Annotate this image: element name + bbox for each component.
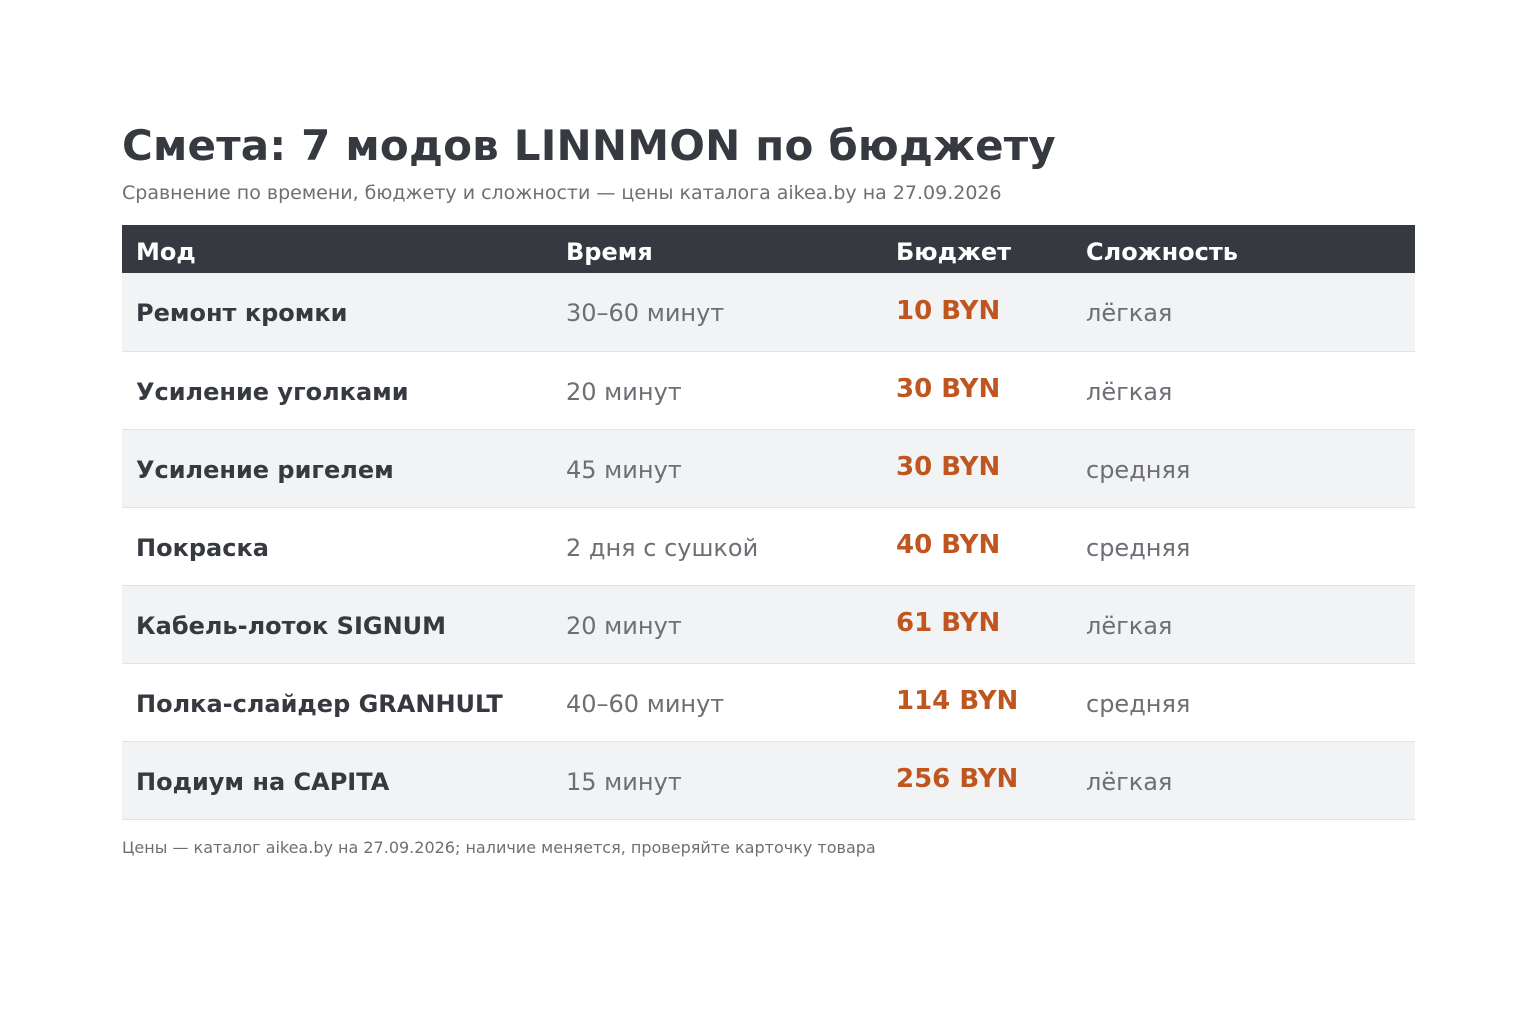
mod-name: Кабель-лоток SIGNUM bbox=[136, 611, 447, 640]
mod-time: 45 минут bbox=[566, 455, 682, 484]
table-row: Кабель-лоток SIGNUM 20 минут 61 BYN лёгк… bbox=[122, 585, 1415, 663]
table-row: Подиум на CAPITA 15 минут 256 BYN лёгкая bbox=[122, 741, 1415, 819]
estimate-card: Смета: 7 модов LINNMON по бюджету Сравне… bbox=[122, 120, 1415, 859]
mod-budget: 30 BYN bbox=[896, 452, 1001, 482]
mod-difficulty: лёгкая bbox=[1086, 767, 1173, 796]
column-header-mod: Мод bbox=[136, 237, 196, 266]
table-row: Ремонт кромки 30–60 минут 10 BYN лёгкая bbox=[122, 273, 1415, 351]
mod-time: 30–60 минут bbox=[566, 299, 725, 328]
mod-budget: 256 BYN bbox=[896, 764, 1019, 794]
mod-time: 20 минут bbox=[566, 377, 682, 406]
mods-table: Мод Время Бюджет Сложность Ремонт кромки… bbox=[122, 225, 1415, 820]
mod-time: 2 дня с сушкой bbox=[566, 533, 759, 562]
mod-budget: 40 BYN bbox=[896, 530, 1001, 560]
mod-name: Покраска bbox=[136, 533, 269, 562]
price-footnote: Цены — каталог aikea.by на 27.09.2026; н… bbox=[122, 837, 876, 857]
mod-name: Ремонт кромки bbox=[136, 299, 348, 328]
mod-name: Усиление уголками bbox=[136, 377, 409, 406]
table-row: Усиление уголками 20 минут 30 BYN лёгкая bbox=[122, 351, 1415, 429]
column-header-time: Время bbox=[566, 237, 653, 266]
mod-difficulty: лёгкая bbox=[1086, 299, 1173, 328]
mod-time: 20 минут bbox=[566, 611, 682, 640]
column-header-difficulty: Сложность bbox=[1086, 237, 1238, 266]
mod-difficulty: лёгкая bbox=[1086, 611, 1173, 640]
mod-name: Усиление ригелем bbox=[136, 455, 394, 484]
column-header-budget: Бюджет bbox=[896, 237, 1012, 266]
mod-difficulty: лёгкая bbox=[1086, 377, 1173, 406]
mod-difficulty: средняя bbox=[1086, 533, 1191, 562]
table-header-row: Мод Время Бюджет Сложность bbox=[122, 225, 1415, 273]
mod-name: Подиум на CAPITA bbox=[136, 767, 390, 796]
table-row: Покраска 2 дня с сушкой 40 BYN средняя bbox=[122, 507, 1415, 585]
table-row: Усиление ригелем 45 минут 30 BYN средняя bbox=[122, 429, 1415, 507]
table-row: Полка-слайдер GRANHULT 40–60 минут 114 B… bbox=[122, 663, 1415, 741]
mod-budget: 61 BYN bbox=[896, 608, 1001, 638]
mod-difficulty: средняя bbox=[1086, 689, 1191, 718]
mod-budget: 114 BYN bbox=[896, 686, 1019, 716]
mod-budget: 10 BYN bbox=[896, 295, 1001, 326]
mod-difficulty: средняя bbox=[1086, 455, 1191, 484]
mod-time: 40–60 минут bbox=[566, 689, 725, 718]
page-subtitle: Сравнение по времени, бюджету и сложност… bbox=[122, 182, 1002, 204]
table-header: Мод Время Бюджет Сложность bbox=[122, 225, 1415, 273]
page-title: Смета: 7 модов LINNMON по бюджету bbox=[122, 121, 1056, 170]
mod-budget: 30 BYN bbox=[896, 374, 1001, 404]
mod-name: Полка-слайдер GRANHULT bbox=[136, 689, 503, 718]
mod-time: 15 минут bbox=[566, 767, 682, 796]
table-body: Ремонт кромки 30–60 минут 10 BYN лёгкая … bbox=[122, 273, 1415, 819]
